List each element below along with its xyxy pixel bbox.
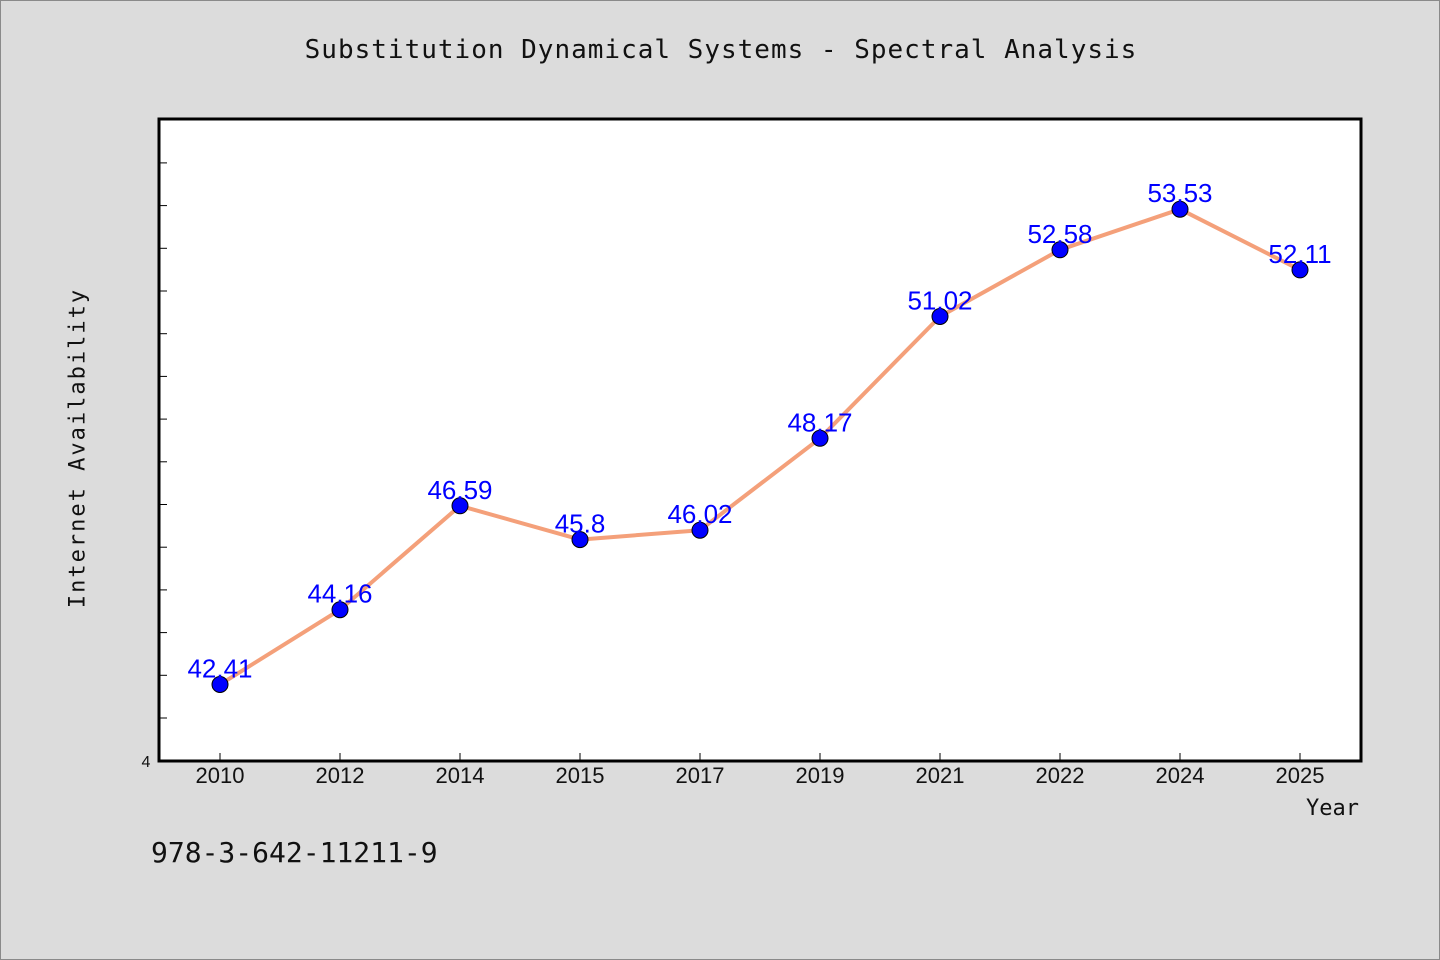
x-axis-label: Year xyxy=(1306,796,1359,821)
data-label: 42.41 xyxy=(187,654,252,684)
data-point xyxy=(331,601,349,619)
plot-area xyxy=(157,117,1363,763)
data-label: 48.17 xyxy=(787,407,852,437)
x-tick-label: 2012 xyxy=(316,763,365,788)
data-label: 46.59 xyxy=(427,475,492,505)
series-line xyxy=(218,207,1301,687)
data-point xyxy=(931,308,949,325)
y-axis-ticks: 4 xyxy=(142,162,167,771)
footer-code: 978-3-642-11211-9 xyxy=(151,836,438,869)
x-tick-label: 2015 xyxy=(556,763,605,788)
data-point xyxy=(211,676,229,693)
data-point xyxy=(1051,241,1069,259)
chart-title: Substitution Dynamical Systems - Spectra… xyxy=(304,35,1138,65)
y-tick-label: 4 xyxy=(142,754,151,771)
data-label: 53.53 xyxy=(1147,178,1212,208)
data-label: 44.16 xyxy=(307,579,372,609)
data-point xyxy=(811,429,829,447)
x-axis-ticks: 2010 2012 2014 2015 2017 2019 2021 2022 2024 2025 xyxy=(196,753,1325,788)
data-label: 51.02 xyxy=(907,286,972,316)
data-point xyxy=(571,531,589,549)
x-tick-label: 2024 xyxy=(1156,763,1205,788)
data-label: 52.11 xyxy=(1268,239,1331,269)
x-tick-label: 2014 xyxy=(436,763,485,788)
x-tick-label: 2025 xyxy=(1276,763,1325,788)
x-tick-label: 2010 xyxy=(196,763,245,788)
data-label: 45.8 xyxy=(555,509,606,539)
data-labels: 42.41 44.16 46.59 45.8 46.02 48.17 51.02 52.58 5… xyxy=(187,178,1331,683)
x-tick-label: 2017 xyxy=(676,763,725,788)
x-tick-label: 2022 xyxy=(1036,763,1085,788)
data-point xyxy=(451,497,469,515)
data-point xyxy=(1171,200,1189,218)
data-point xyxy=(691,521,709,539)
data-point xyxy=(1291,261,1309,279)
data-label: 46.02 xyxy=(667,499,732,529)
x-tick-label: 2021 xyxy=(916,763,965,788)
data-label: 52.58 xyxy=(1027,219,1092,249)
data-points xyxy=(211,200,1309,693)
x-tick-label: 2019 xyxy=(796,763,845,788)
